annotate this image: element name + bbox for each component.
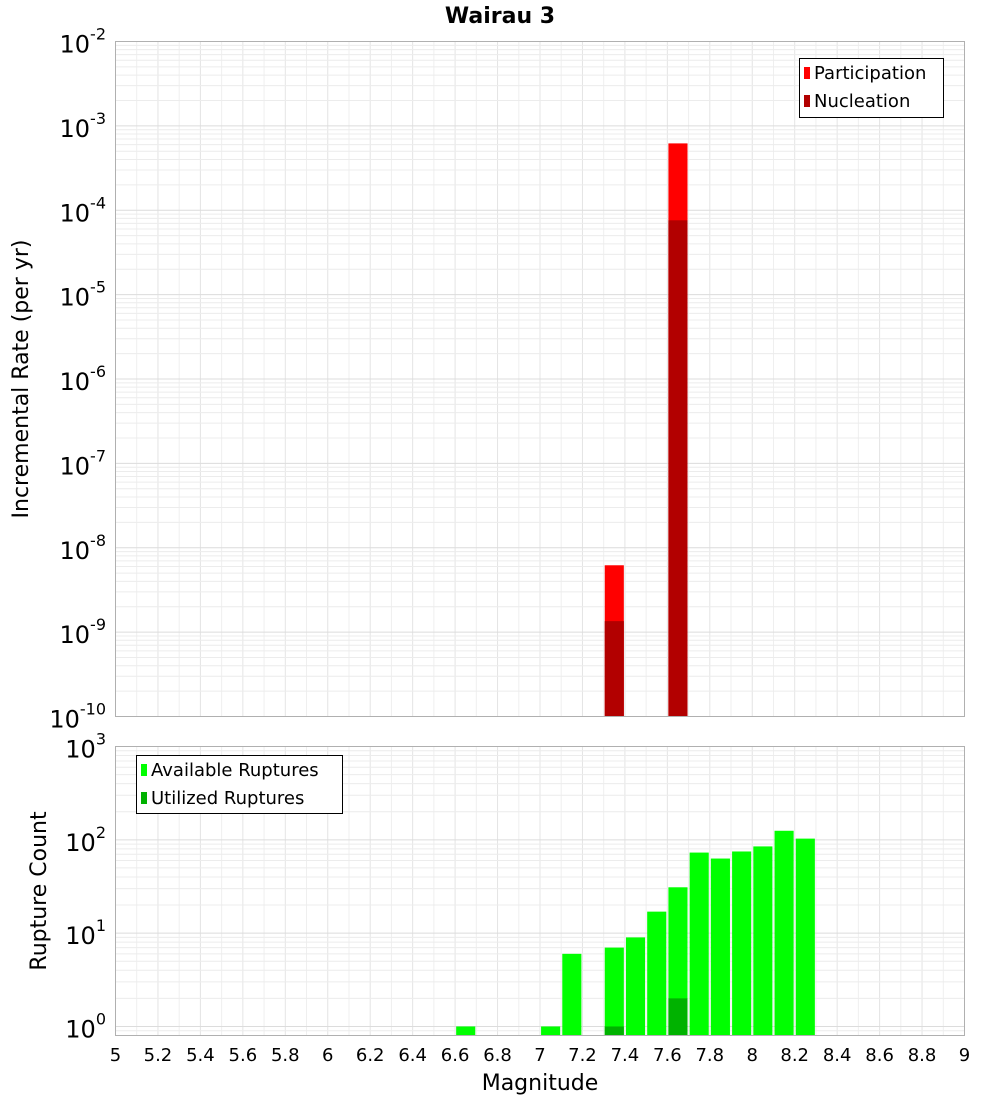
x-tick-label: 5.8 xyxy=(271,1045,300,1066)
bottom-plot-bars xyxy=(456,830,815,1036)
bottom-available-ruptures-bar xyxy=(753,846,773,1036)
bottom-legend-box xyxy=(136,755,343,814)
top-y-tick-label: 10-8 xyxy=(60,531,107,565)
bottom-available-ruptures-bar xyxy=(625,937,646,1036)
bottom-available-ruptures-bar xyxy=(541,1026,561,1036)
top-y-tick-label: 10-6 xyxy=(60,362,107,396)
available-ruptures-legend-swatch xyxy=(141,764,147,776)
participation-legend-swatch xyxy=(804,67,810,79)
bottom-y-tick-label: 101 xyxy=(65,916,106,950)
x-tick-label: 8.2 xyxy=(780,1045,809,1066)
top-y-tick-label: 10-7 xyxy=(60,446,107,480)
top-plot-y-axis-label: Incremental Rate (per yr) xyxy=(9,240,34,519)
bottom-available-ruptures-bar xyxy=(562,953,582,1036)
top-nucleation-bar xyxy=(668,220,688,717)
bottom-available-ruptures-bar xyxy=(774,830,794,1036)
utilized-ruptures-legend-swatch xyxy=(141,792,147,804)
x-tick-label: 5.6 xyxy=(229,1045,258,1066)
top-y-tick-label: 10-9 xyxy=(60,615,107,649)
available-ruptures-legend-label: Available Ruptures xyxy=(151,760,319,781)
nucleation-legend-label: Nucleation xyxy=(814,91,910,112)
nucleation-legend-swatch xyxy=(804,95,810,107)
x-tick-label: 8 xyxy=(747,1045,758,1066)
top-y-tick-label: 10-5 xyxy=(60,278,107,312)
bottom-available-ruptures-bar xyxy=(456,1026,476,1036)
bottom-plot-y-tick-labels: 100 101 102 103 xyxy=(65,730,106,1044)
bottom-available-ruptures-bar xyxy=(732,851,752,1036)
chart-title: Wairau 3 xyxy=(445,4,555,29)
x-axis-tick-labels: 5 5.2 5.4 5.6 5.8 6 6.2 6.4 6.6 6.8 7 7.2 7.4 7.6 7.8 8… xyxy=(110,1045,970,1066)
top-plot-y-tick-labels: 10-10 10-9 10-8 10-7 10-6 10-5 10-4 10-3 10-2 xyxy=(49,25,106,734)
top-y-tick-label: 10-4 xyxy=(60,193,107,227)
bottom-y-tick-label: 100 xyxy=(65,1009,106,1043)
top-y-tick-label: 10-3 xyxy=(60,109,107,143)
bottom-plot-y-axis-label: Rupture Count xyxy=(27,811,52,971)
top-plot-legend: Participation Nucleation xyxy=(799,58,944,118)
bottom-available-ruptures-bar xyxy=(689,852,709,1036)
x-tick-label: 6 xyxy=(322,1045,333,1066)
bottom-available-ruptures-bar xyxy=(795,838,815,1036)
x-tick-label: 8.8 xyxy=(908,1045,937,1066)
x-tick-label: 9 xyxy=(959,1045,970,1066)
participation-legend-label: Participation xyxy=(814,63,926,84)
bottom-y-tick-label: 102 xyxy=(65,823,106,857)
utilized-ruptures-legend-label: Utilized Ruptures xyxy=(151,788,304,809)
bottom-available-ruptures-bar xyxy=(710,858,730,1036)
x-tick-label: 5.4 xyxy=(186,1045,215,1066)
x-tick-label: 5 xyxy=(110,1045,121,1066)
x-tick-label: 8.6 xyxy=(865,1045,894,1066)
bottom-utilized-ruptures-bar xyxy=(604,1026,624,1036)
bottom-y-tick-label: 103 xyxy=(65,730,106,764)
bottom-utilized-ruptures-bar xyxy=(668,998,688,1036)
x-tick-label: 7.6 xyxy=(653,1045,682,1066)
bottom-plot-legend: Available Ruptures Utilized Ruptures xyxy=(136,755,343,814)
x-tick-label: 7.2 xyxy=(568,1045,597,1066)
top-legend-box xyxy=(799,58,944,118)
x-tick-label: 7 xyxy=(534,1045,545,1066)
x-tick-label: 7.8 xyxy=(695,1045,724,1066)
x-tick-label: 6.2 xyxy=(356,1045,385,1066)
x-tick-label: 8.4 xyxy=(823,1045,852,1066)
x-axis-label: Magnitude xyxy=(482,1071,599,1096)
x-tick-label: 6.8 xyxy=(483,1045,512,1066)
top-y-tick-label: 10-2 xyxy=(60,25,107,59)
bottom-available-ruptures-bar xyxy=(604,947,624,1036)
x-tick-label: 6.4 xyxy=(398,1045,427,1066)
top-y-tick-label: 10-10 xyxy=(49,700,106,734)
top-nucleation-bar xyxy=(604,621,624,717)
bottom-plot-frame xyxy=(115,746,965,1036)
x-tick-label: 5.2 xyxy=(144,1045,173,1066)
x-tick-label: 6.6 xyxy=(441,1045,470,1066)
top-plot-bars xyxy=(604,143,688,717)
top-plot-gridlines xyxy=(115,41,965,717)
bottom-available-ruptures-bar xyxy=(647,911,667,1036)
x-tick-label: 7.4 xyxy=(611,1045,640,1066)
top-plot-frame xyxy=(115,41,965,717)
